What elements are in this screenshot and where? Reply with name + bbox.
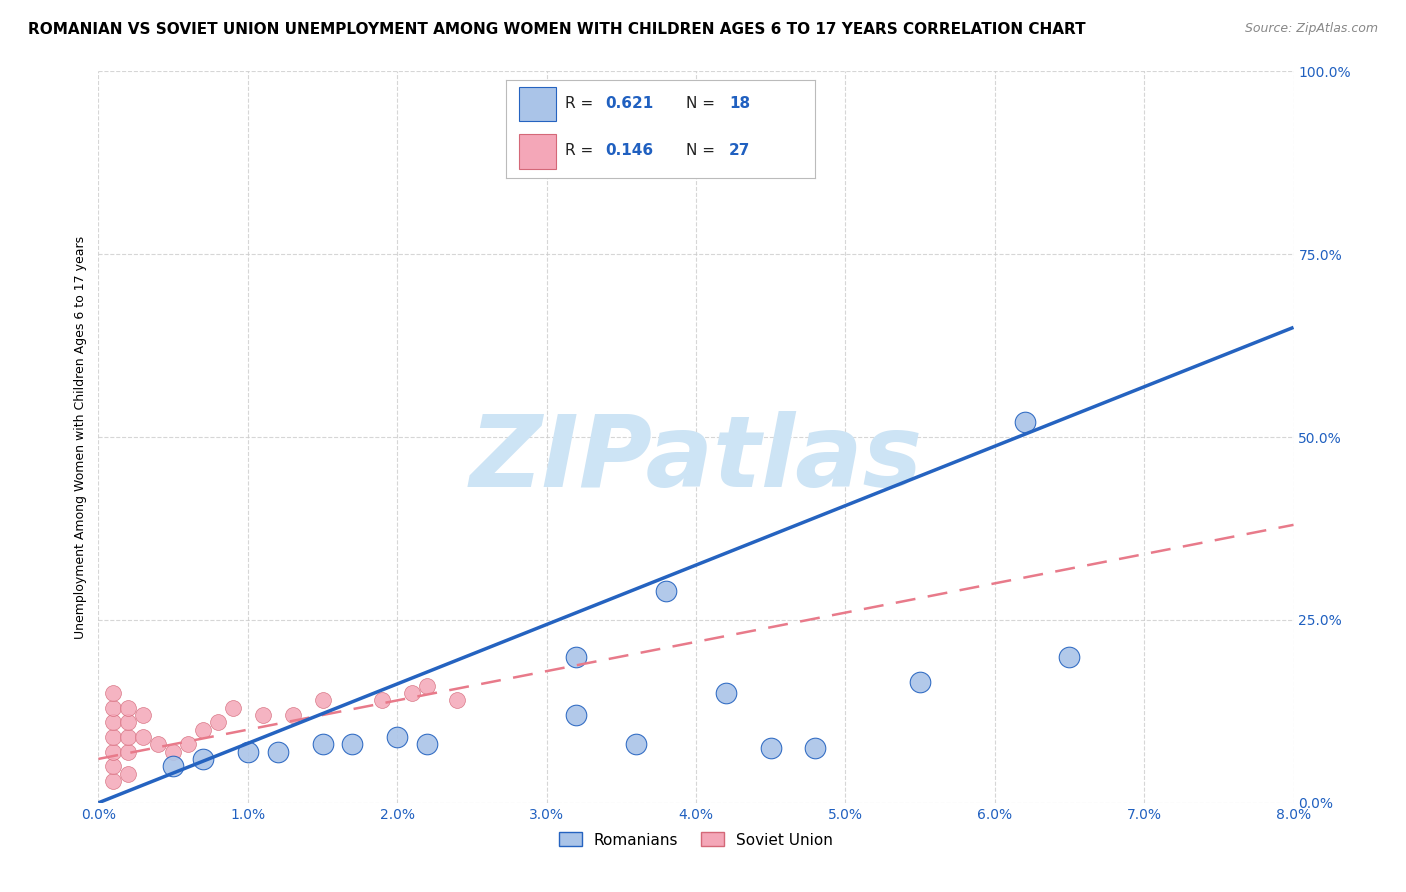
Point <box>132 708 155 723</box>
Y-axis label: Unemployment Among Women with Children Ages 6 to 17 years: Unemployment Among Women with Children A… <box>75 235 87 639</box>
Text: R =: R = <box>565 144 598 159</box>
Point <box>132 730 155 744</box>
Point <box>103 730 125 744</box>
Point <box>103 700 125 714</box>
Legend: Romanians, Soviet Union: Romanians, Soviet Union <box>553 826 839 854</box>
Point <box>565 649 588 664</box>
Point <box>311 693 333 707</box>
Point <box>103 773 125 788</box>
Point <box>626 737 648 751</box>
Point <box>103 686 125 700</box>
Text: 0.146: 0.146 <box>605 144 654 159</box>
Text: N =: N = <box>686 144 720 159</box>
Point <box>117 700 139 714</box>
Text: N =: N = <box>686 96 720 112</box>
Point <box>655 583 678 598</box>
Point <box>207 715 229 730</box>
Point <box>311 737 333 751</box>
Text: ZIPatlas: ZIPatlas <box>470 410 922 508</box>
Point <box>281 708 304 723</box>
Text: R =: R = <box>565 96 598 112</box>
Point <box>103 745 125 759</box>
Text: ROMANIAN VS SOVIET UNION UNEMPLOYMENT AMONG WOMEN WITH CHILDREN AGES 6 TO 17 YEA: ROMANIAN VS SOVIET UNION UNEMPLOYMENT AM… <box>28 22 1085 37</box>
Point <box>236 745 259 759</box>
Point <box>177 737 200 751</box>
Point <box>117 715 139 730</box>
Text: Source: ZipAtlas.com: Source: ZipAtlas.com <box>1244 22 1378 36</box>
Point <box>385 730 409 744</box>
Point <box>117 745 139 759</box>
Point <box>416 679 439 693</box>
FancyBboxPatch shape <box>519 134 555 169</box>
Point <box>759 740 782 755</box>
Point <box>191 723 214 737</box>
Point <box>267 745 290 759</box>
Point <box>148 737 170 751</box>
Point <box>714 686 737 700</box>
Point <box>117 766 139 780</box>
Point <box>416 737 439 751</box>
Point <box>222 700 245 714</box>
Point <box>401 686 423 700</box>
Point <box>565 708 588 723</box>
Point <box>1014 416 1036 430</box>
Point <box>162 759 184 773</box>
Point <box>1059 649 1081 664</box>
Point <box>103 759 125 773</box>
Text: 18: 18 <box>728 96 749 112</box>
Point <box>162 745 184 759</box>
FancyBboxPatch shape <box>519 87 555 121</box>
Text: 27: 27 <box>728 144 751 159</box>
Point <box>908 675 931 690</box>
Point <box>252 708 274 723</box>
Text: 0.621: 0.621 <box>605 96 654 112</box>
Point <box>103 715 125 730</box>
Point <box>804 740 827 755</box>
Point <box>342 737 364 751</box>
Point <box>191 752 214 766</box>
Point <box>117 730 139 744</box>
Point <box>371 693 394 707</box>
Point <box>446 693 468 707</box>
